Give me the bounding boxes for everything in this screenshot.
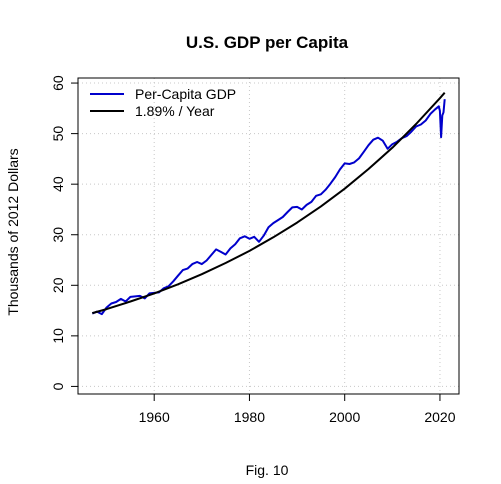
y-tick-label: 50 <box>50 126 66 142</box>
x-tick-label: 1960 <box>139 409 170 425</box>
legend-label: 1.89% / Year <box>135 103 215 119</box>
x-tick-label: 1980 <box>234 409 265 425</box>
y-tick-label: 30 <box>50 227 66 243</box>
chart-title: U.S. GDP per Capita <box>186 33 349 52</box>
x-tick-label: 2020 <box>424 409 455 425</box>
y-tick-label: 0 <box>50 382 66 390</box>
trend-series-line <box>92 92 446 315</box>
y-tick-label: 10 <box>50 328 66 344</box>
y-tick-label: 40 <box>50 176 66 192</box>
series-lines <box>91 92 446 316</box>
legend-label: Per-Capita GDP <box>135 86 236 102</box>
y-tick-label: 60 <box>50 75 66 91</box>
y-tick-label: 20 <box>50 277 66 293</box>
y-axis-label: Thousands of 2012 Dollars <box>5 148 21 315</box>
plot-frame <box>77 77 460 395</box>
x-tick-label: 2000 <box>329 409 360 425</box>
gdp-series-line <box>91 99 446 316</box>
figure-caption: Fig. 10 <box>246 462 289 478</box>
grid <box>78 78 459 394</box>
axis-ticks: 1960 1980 2000 2020 0 10 20 30 40 50 60 <box>50 75 456 425</box>
